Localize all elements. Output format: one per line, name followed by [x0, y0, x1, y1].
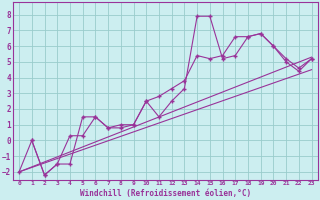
- X-axis label: Windchill (Refroidissement éolien,°C): Windchill (Refroidissement éolien,°C): [80, 189, 251, 198]
